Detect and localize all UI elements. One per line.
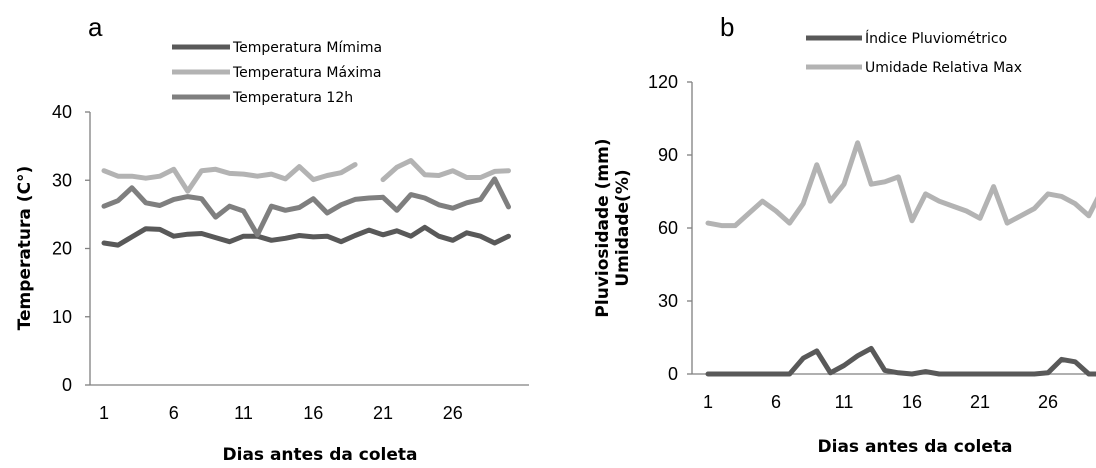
x-tick-label: 16 [902,392,922,412]
x-axis-label-b: Dias antes da coleta [818,437,1013,457]
x-tick-label: 21 [970,392,990,412]
x-axis-label-a: Dias antes da coleta [223,445,418,465]
series-b [705,140,1096,377]
y-tick-label: 120 [648,72,678,92]
y-tick-label: 0 [62,375,72,395]
x-tick-label: 6 [169,403,179,423]
x-tick-label: 26 [443,403,463,423]
legend-label: Temperatura Mímima [232,40,382,56]
x-tick-label: 11 [835,392,854,412]
y-ticks-a: 0 10 20 30 40 [52,102,90,395]
panel-label-a: a [88,12,103,42]
y-tick-label: 0 [668,364,678,384]
y-tick-label: 30 [52,170,72,190]
series-line [380,158,511,183]
series-a [101,158,511,248]
y-tick-label: 40 [52,102,72,122]
panel-label-b: b [720,12,734,42]
x-tick-label: 1 [703,392,713,412]
series-line [101,176,511,238]
x-tick-label: 21 [373,403,393,423]
series-line [101,162,358,194]
x-ticks-b: 1 6 11 16 21 26 [703,392,1058,412]
legend-a: Temperatura Mímima Temperatura Máxima Temp… [172,40,382,106]
y-tick-label: 20 [52,239,72,259]
y-tick-label: 30 [658,291,678,311]
x-tick-label: 26 [1038,392,1058,412]
series-line [101,224,511,248]
legend-label: Temperatura 12h [232,90,353,106]
y-ticks-b: 0 30 60 90 120 [648,72,692,384]
legend-label: Temperatura Máxima [232,65,381,81]
x-tick-label: 11 [234,403,253,423]
y-axis-label-b-line1: Pluviosidade (mm) [593,138,613,317]
y-tick-label: 90 [658,145,678,165]
y-tick-label: 60 [658,218,678,238]
legend-label: Índice Pluviométrico [865,30,1007,47]
x-tick-label: 6 [771,392,781,412]
legend-b: Índice Pluviométrico Umidade Relativa Max [806,30,1022,76]
y-axis-label-a: Temperatura (C°) [15,166,35,331]
series-line [705,345,1096,377]
x-ticks-a: 1 6 11 16 21 26 [99,403,463,423]
x-tick-label: 16 [303,403,323,423]
x-tick-label: 1 [99,403,109,423]
y-tick-label: 10 [52,307,72,327]
chart-b-rainfall-humidity: b Índice Pluviométrico Umidade Relativa M… [593,12,1096,457]
legend-label: Umidade Relativa Max [865,60,1022,76]
y-axis-label-b-line2: Umidade(%) [613,169,633,286]
series-line [705,140,1096,229]
